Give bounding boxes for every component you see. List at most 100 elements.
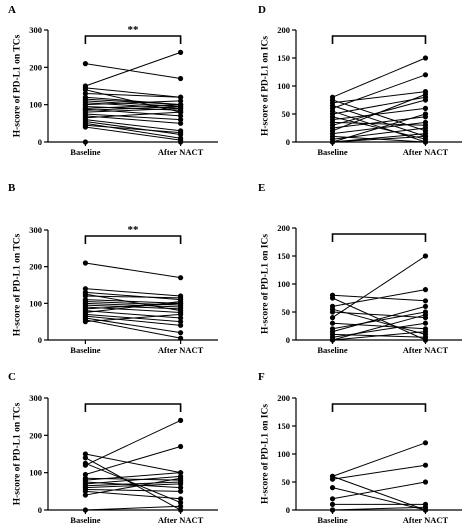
pair-line	[332, 57, 426, 98]
pair-line	[332, 481, 426, 500]
pair-line	[332, 311, 426, 330]
x-tick-label: After NACT	[158, 515, 204, 525]
pair-line	[85, 113, 181, 121]
pair-line	[85, 87, 181, 98]
significance-bracket	[84, 35, 182, 44]
pair-line	[332, 99, 426, 132]
pair-line	[332, 314, 426, 341]
significance-label: **	[128, 224, 140, 236]
pair-line	[85, 419, 181, 466]
x-tick-label: After NACT	[403, 345, 449, 355]
after-nact-point	[178, 117, 184, 123]
after-nact-point	[422, 303, 429, 309]
after-nact-point	[178, 335, 184, 341]
pair-line	[332, 442, 426, 477]
after-nact-point	[178, 311, 184, 317]
after-nact-point	[422, 105, 429, 111]
after-nact-point	[178, 470, 184, 476]
baseline-point	[82, 61, 88, 67]
y-tick-label: 0	[38, 137, 42, 147]
pair-line	[85, 106, 181, 111]
after-nact-point	[178, 94, 184, 100]
significance-label: **	[128, 24, 140, 36]
y-tick-label: 0	[286, 505, 290, 515]
y-tick-label: 200	[29, 262, 42, 272]
after-nact-point	[422, 337, 429, 343]
y-tick-label: 150	[277, 421, 290, 431]
y-tick-label: 200	[29, 430, 42, 440]
pair-line	[332, 475, 426, 511]
pair-line	[85, 51, 181, 87]
x-tick-label: Baseline	[317, 345, 347, 355]
after-nact-point	[178, 475, 184, 481]
after-nact-point	[178, 322, 184, 328]
baseline-point	[82, 492, 88, 498]
after-nact-point	[178, 113, 184, 119]
after-nact-point	[178, 507, 184, 513]
after-nact-point	[422, 504, 429, 510]
baseline-point	[329, 315, 336, 321]
pair-line	[85, 63, 181, 80]
after-nact-point	[178, 98, 184, 104]
baseline-point	[82, 286, 88, 292]
after-nact-point	[422, 111, 429, 117]
after-nact-point	[422, 320, 429, 326]
baseline-point	[82, 319, 88, 325]
after-nact-point	[178, 488, 184, 494]
baseline-point	[82, 260, 88, 266]
after-nact-point	[178, 496, 184, 502]
after-nact-point	[178, 503, 184, 509]
baseline-point	[82, 471, 88, 478]
y-tick-label: 0	[286, 335, 290, 345]
baseline-point	[329, 337, 336, 343]
after-nact-point	[422, 125, 429, 131]
baseline-point	[329, 507, 336, 513]
baseline-point	[329, 485, 336, 491]
after-nact-point	[422, 329, 429, 335]
x-tick-label: Baseline	[317, 147, 347, 157]
significance-bracket	[331, 233, 427, 242]
baseline-point	[329, 295, 336, 301]
y-tick-label: 150	[277, 53, 290, 63]
after-nact-point	[178, 139, 184, 145]
y-tick-label: 300	[29, 393, 42, 403]
y-axis-label: H-score of PD-L1 on ICs	[261, 404, 271, 504]
after-nact-point	[422, 55, 429, 61]
pair-line	[85, 302, 181, 308]
pair-line	[85, 104, 181, 109]
pair-line	[85, 302, 181, 310]
pair-line	[85, 92, 181, 98]
pair-line	[85, 453, 181, 474]
y-tick-label: 200	[29, 62, 42, 72]
panel-letter: F	[258, 371, 265, 383]
panel-letter: C	[8, 371, 16, 383]
y-tick-label: 300	[29, 25, 42, 35]
baseline-point	[329, 496, 336, 502]
after-nact-point	[178, 120, 184, 126]
panel-letter: B	[8, 182, 16, 194]
x-tick-label: After NACT	[158, 147, 204, 157]
y-tick-label: 50	[282, 477, 291, 487]
after-nact-point	[422, 287, 429, 293]
significance-bracket	[331, 403, 427, 412]
baseline-point	[329, 501, 336, 507]
baseline-point	[82, 488, 88, 494]
after-nact-point	[422, 253, 429, 259]
pair-line	[85, 315, 181, 326]
y-axis-label: H-score of PD-L1 on ICs	[261, 234, 271, 334]
y-tick-label: 200	[277, 393, 290, 403]
y-tick-label: 100	[29, 468, 42, 478]
baseline-point	[82, 90, 88, 97]
y-tick-label: 200	[277, 25, 290, 35]
after-nact-point	[422, 131, 429, 137]
after-nact-point	[178, 49, 184, 56]
y-tick-label: 0	[38, 505, 42, 515]
pair-line	[332, 487, 426, 511]
pair-line	[332, 91, 426, 104]
after-nact-point	[178, 315, 184, 321]
pair-line	[332, 464, 426, 480]
baseline-point	[82, 455, 88, 461]
significance-bracket	[84, 403, 182, 412]
after-nact-point	[422, 440, 429, 446]
baseline-point	[82, 462, 88, 468]
